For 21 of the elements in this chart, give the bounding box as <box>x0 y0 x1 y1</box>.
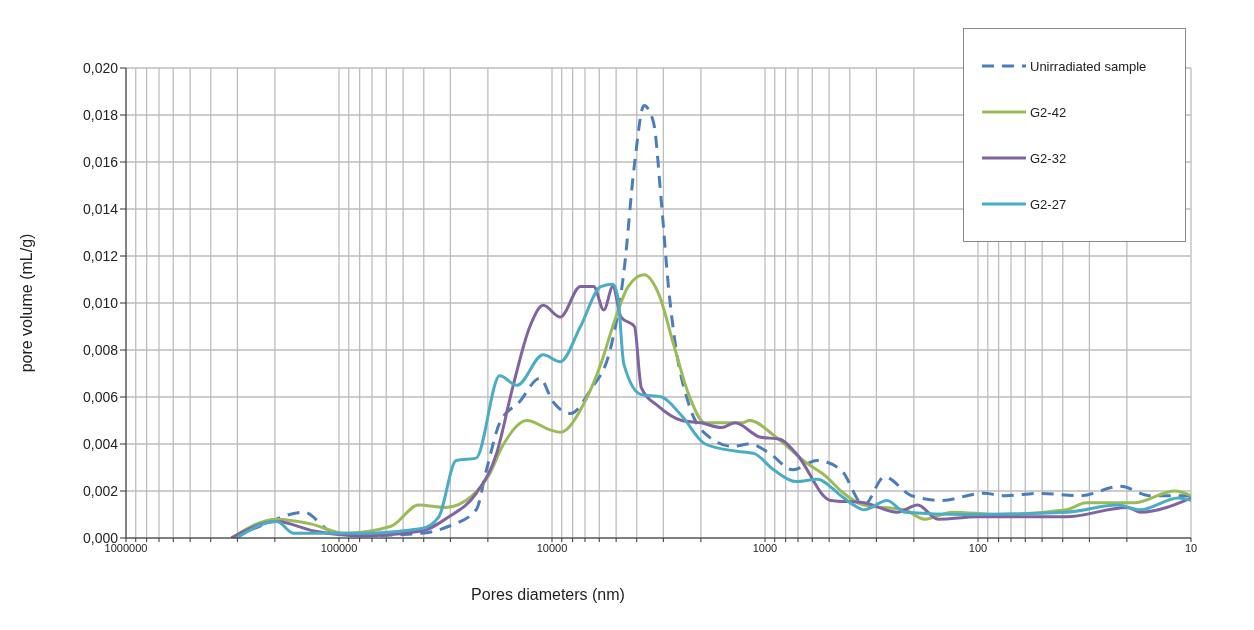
x-tick-label: 1000 <box>752 541 778 554</box>
y-tick-label: 0,010 <box>82 294 119 311</box>
y-tick-label: 0,018 <box>82 106 119 123</box>
y-axis-title: pore volume (mL/g) <box>17 233 35 373</box>
y-tick-label: 0,012 <box>82 247 119 264</box>
x-tick-label: 100 <box>968 541 988 554</box>
x-axis-title: Pores diameters (nm) <box>470 586 626 604</box>
legend-label: G2-27 <box>1030 196 1067 212</box>
y-tick-label: 0,006 <box>82 388 119 405</box>
legend-label: G2-42 <box>1030 104 1067 120</box>
y-tick-label: 0,016 <box>82 153 119 170</box>
y-tick-label: 0,014 <box>82 200 119 217</box>
x-tick-label: 10 <box>1184 541 1198 554</box>
y-tick-label: 0,020 <box>82 59 119 76</box>
x-tick-label: 10000 <box>536 541 568 554</box>
y-tick-label: 0,004 <box>82 435 119 452</box>
y-tick-label: 0,008 <box>82 341 119 358</box>
legend-label: G2-32 <box>1030 150 1067 166</box>
legend-label: Unirradiated sample <box>1030 58 1147 74</box>
y-tick-label: 0,002 <box>82 482 119 499</box>
x-tick-label: 100000 <box>320 541 358 554</box>
